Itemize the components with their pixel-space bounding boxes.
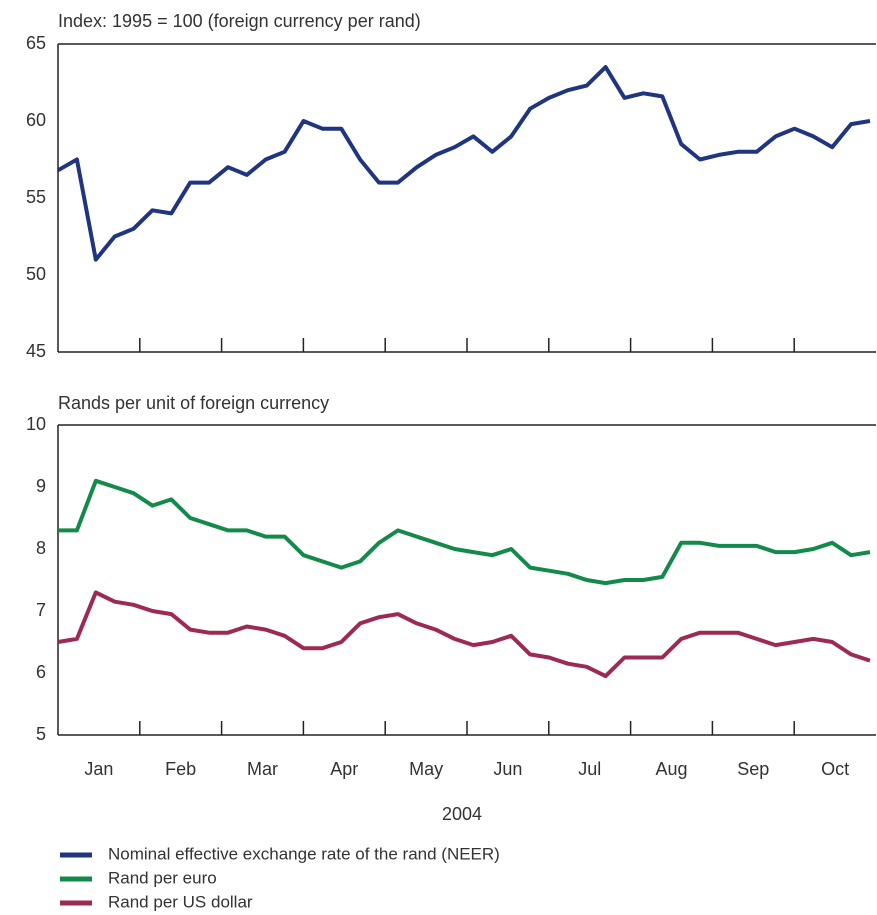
y-tick-label: 7 <box>36 600 46 620</box>
y-tick-label: 8 <box>36 538 46 558</box>
y-tick-label: 6 <box>36 662 46 682</box>
panel-title: Index: 1995 = 100 (foreign currency per … <box>58 11 421 31</box>
x-axis-label: 2004 <box>442 804 482 824</box>
series-line <box>58 478 871 586</box>
y-tick-label: 55 <box>26 187 46 207</box>
y-tick-label: 60 <box>26 110 46 130</box>
x-tick-label: Jun <box>493 759 522 779</box>
legend-label: Rand per US dollar <box>108 892 253 911</box>
y-tick-label: 50 <box>26 264 46 284</box>
x-tick-label: Aug <box>655 759 687 779</box>
y-tick-label: 45 <box>26 341 46 361</box>
panel-title: Rands per unit of foreign currency <box>58 393 329 413</box>
x-tick-label: Mar <box>247 759 278 779</box>
series-line <box>57 65 871 262</box>
y-tick-label: 5 <box>36 724 46 744</box>
x-tick-label: Feb <box>165 759 196 779</box>
x-tick-label: May <box>409 759 443 779</box>
series-line <box>57 590 871 679</box>
x-tick-label: Apr <box>330 759 358 779</box>
x-tick-label: Oct <box>821 759 849 779</box>
y-tick-label: 65 <box>26 33 46 53</box>
x-tick-label: Sep <box>737 759 769 779</box>
y-tick-label: 9 <box>36 476 46 496</box>
legend-label: Rand per euro <box>108 868 217 887</box>
y-tick-label: 10 <box>26 414 46 434</box>
legend-label: Nominal effective exchange rate of the r… <box>108 844 500 863</box>
x-tick-label: Jan <box>84 759 113 779</box>
x-tick-label: Jul <box>578 759 601 779</box>
